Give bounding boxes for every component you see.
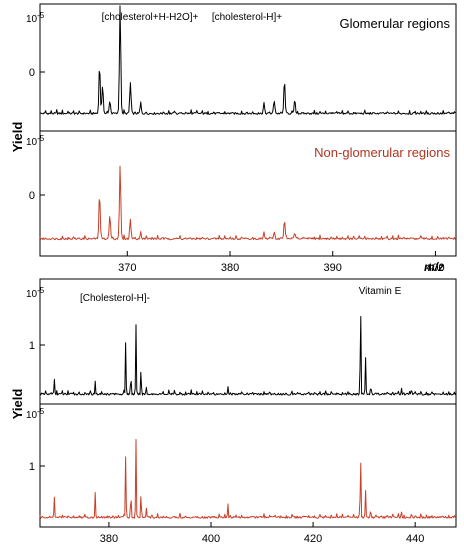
- x-tick-label: 380: [100, 533, 118, 545]
- spectrum-line-top: [39, 5, 456, 115]
- y-exponent-label: 10-5: [26, 286, 45, 300]
- peak-annotation: [cholesterol-H]+: [212, 12, 282, 23]
- y-tick-label: 0: [29, 67, 35, 79]
- plot-frame: [39, 3, 457, 257]
- panel-title: Glomerular regions: [339, 16, 450, 31]
- peak-annotation: Vitamin E: [359, 286, 402, 297]
- peak-annotation: [cholesterol+H-H2O]+: [102, 12, 199, 23]
- y-exponent-label: 10-5: [26, 11, 45, 25]
- x-tick-label: 400: [202, 533, 220, 545]
- plot-frame: [39, 278, 457, 528]
- x-tick-label: 420: [304, 533, 322, 545]
- y-axis-label: Yield: [10, 389, 25, 420]
- chart-positive-ions: 0 10-5 Glomerular regions 0 10-5 Non-glomerul…: [10, 3, 457, 274]
- spectrum-line-bottom: [39, 165, 456, 241]
- panel-title: Non-glomerular regions: [314, 145, 450, 160]
- chart-negative-ions: 1 10-5 1 10-5 380 400 420 440 Yield [Cholesterol-…: [10, 278, 457, 545]
- peak-annotation: [Cholesterol-H]-: [80, 293, 150, 304]
- y-tick-label: 1: [29, 461, 35, 473]
- x-tick-label: 380: [221, 262, 239, 274]
- y-exponent-label: 10-5: [26, 134, 45, 148]
- x-tick-label: 400: [426, 262, 444, 274]
- x-tick-label: 370: [118, 262, 136, 274]
- x-tick-label: 440: [406, 533, 424, 545]
- y-axis-label: Yield: [10, 122, 25, 153]
- y-tick-label: 1: [29, 340, 35, 352]
- x-tick-label: 390: [324, 262, 342, 274]
- spectrum-line-top: [39, 316, 457, 396]
- spectrum-line-bottom: [39, 439, 457, 519]
- y-tick-label: 0: [29, 190, 35, 202]
- x-axis-label: m/z: [424, 260, 444, 274]
- y-exponent-label: 10-5: [26, 407, 45, 421]
